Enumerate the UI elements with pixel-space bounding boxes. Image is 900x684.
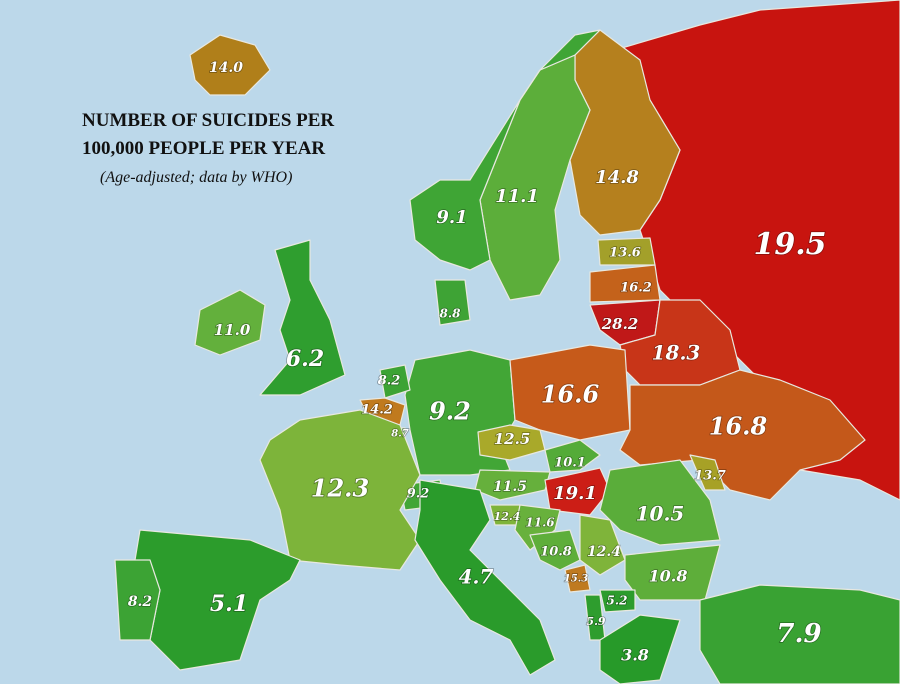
region-label: 10.8 [649, 567, 688, 586]
region [474, 469, 551, 501]
labels: 14.0 9.1 11.1 14.8 19.5 13.6 16.2 28.2 1… [127, 59, 827, 665]
subtitle: (Age-adjusted; data by WHO) [100, 169, 292, 186]
region [434, 279, 471, 326]
region-label: 12.5 [494, 430, 531, 448]
region-label: 5.9 [586, 615, 605, 628]
region-label: 8.2 [128, 594, 153, 610]
region [114, 559, 161, 641]
region-label: 4.7 [459, 565, 494, 589]
region [689, 454, 726, 491]
region [529, 529, 581, 571]
region [259, 409, 421, 571]
region [409, 29, 601, 271]
region-label: 10.1 [554, 456, 586, 471]
region [624, 544, 721, 601]
region-label: 5.2 [607, 594, 628, 608]
region-label: 18.3 [652, 341, 701, 365]
region [544, 467, 611, 516]
region-label: 11.5 [493, 479, 527, 495]
region [599, 459, 721, 546]
region-label: 10.5 [636, 502, 685, 526]
region-label: 14.0 [209, 60, 243, 76]
region [564, 564, 591, 593]
region-label: 11.6 [525, 516, 555, 530]
region-label: 9.2 [429, 397, 471, 426]
region-label: 8.8 [440, 307, 462, 321]
region-label: 16.2 [620, 281, 652, 296]
region [619, 369, 866, 501]
region [544, 439, 601, 473]
region-label: 12.4 [494, 510, 521, 523]
region-label: 13.7 [694, 469, 726, 484]
region-label: 11.0 [214, 321, 251, 339]
region [379, 364, 411, 399]
region [599, 614, 681, 684]
region-label: 6.2 [286, 346, 324, 372]
region-label: 16.6 [541, 380, 600, 409]
region-label: 12.4 [587, 544, 621, 560]
region-label: 9.2 [407, 487, 430, 502]
region-label: 14.2 [361, 403, 393, 418]
countries [114, 0, 900, 684]
region [699, 584, 900, 684]
region-label: 7.9 [776, 619, 821, 649]
title-line: 100,000 PEOPLE PER YEAR [82, 138, 325, 159]
region-label: 8.2 [378, 374, 401, 389]
region [189, 34, 271, 96]
region [619, 299, 741, 386]
region [414, 479, 556, 676]
region-label: 14.8 [595, 167, 639, 188]
region-label: 15.3 [564, 574, 588, 585]
region-label: 3.8 [621, 646, 649, 665]
region-label: 11.1 [495, 186, 539, 207]
region-label: 13.6 [609, 246, 641, 261]
region [194, 289, 266, 356]
region [579, 514, 626, 576]
region-label: 19.1 [553, 483, 597, 504]
region [509, 344, 631, 441]
region-label: 8.7 [391, 429, 408, 440]
region-label: 9.1 [436, 207, 467, 228]
region-label: 28.2 [601, 315, 639, 333]
title-line: NUMBER OF SUICIDES PER [82, 110, 334, 131]
region-label: 16.8 [709, 412, 768, 441]
region [259, 239, 346, 396]
region-label: 19.5 [753, 227, 826, 262]
region-label: 12.3 [311, 474, 369, 503]
region-label: 10.8 [540, 545, 572, 560]
region-label: 5.1 [210, 591, 248, 617]
region [599, 589, 636, 613]
